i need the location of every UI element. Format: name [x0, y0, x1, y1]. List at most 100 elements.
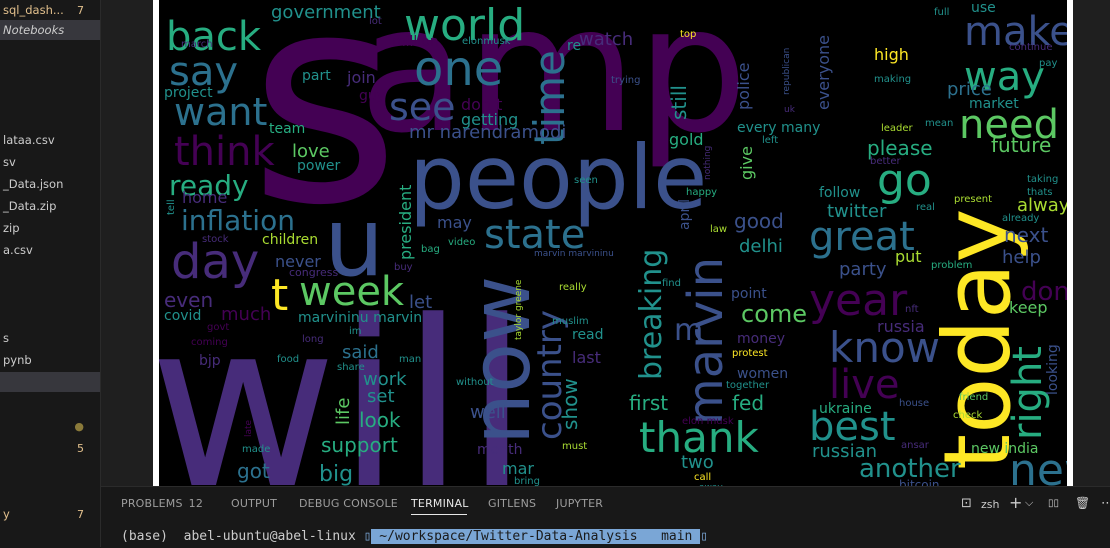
terminal-shell-icon[interactable]: ⊡ [961, 496, 972, 511]
wordcloud-word: look [359, 408, 401, 432]
sidebar-item-label: sv [3, 155, 16, 169]
wordcloud-word: one [414, 41, 503, 97]
wordcloud-word: first [629, 391, 668, 415]
sidebar-item[interactable] [0, 372, 100, 392]
wordcloud-word: never [275, 252, 321, 271]
panel-tab-output[interactable]: OUTPUT [231, 497, 277, 510]
wordcloud-word: year [809, 275, 908, 326]
wordcloud-word: elonmusk [462, 36, 511, 47]
wordcloud-word: want [174, 90, 267, 134]
more-actions-icon[interactable]: ⋯ [1101, 496, 1110, 511]
wordcloud-word: month [477, 442, 522, 458]
wordcloud-word: today [924, 208, 1031, 470]
panel-tab-label: OUTPUT [231, 497, 278, 510]
terminal-line[interactable]: (base) abel-ubuntu@abel-linux ▯ ~/worksp… [121, 529, 708, 544]
sidebar-item[interactable]: a.csv [0, 240, 100, 260]
sidebar-item[interactable]: lataa.csv [0, 130, 100, 150]
wordcloud-word: bitcoin [899, 478, 940, 486]
wordcloud-word: always [1017, 195, 1067, 216]
wordcloud-word: price [947, 79, 992, 100]
wordcloud-word: project [164, 85, 213, 101]
wordcloud-word: top [680, 29, 696, 40]
panel-tab-gitlens[interactable]: GITLENS [488, 497, 536, 510]
wordcloud-word: go [877, 155, 932, 206]
sidebar-item-badge: 7 [77, 3, 84, 17]
wordcloud-word: find [662, 278, 681, 289]
terminal-path: ~/workspace/Twitter-Data-Analysis [371, 529, 646, 544]
wordcloud-word: mean [925, 118, 953, 129]
split-terminal-icon[interactable]: ▯▯ [1048, 498, 1060, 509]
wordcloud-word: two [681, 452, 714, 473]
sidebar-item-label: pynb [3, 353, 32, 367]
panel-tab-debug-console[interactable]: DEBUG CONSOLE [299, 497, 398, 510]
wordcloud-word: taylor greene [514, 279, 524, 340]
wordcloud-word: continue [1009, 42, 1052, 53]
sidebar-item[interactable]: ● [0, 416, 100, 436]
wordcloud-word: don t [461, 95, 502, 114]
wordcloud-word: m [674, 313, 703, 348]
git-branch: main [661, 529, 693, 544]
sidebar-item[interactable]: Notebooks [0, 20, 100, 40]
explorer-sidebar: sql_dash... 7 Notebooks lataa.csv sv _Data.js… [0, 0, 101, 547]
wordcloud-word: money [737, 331, 785, 347]
wordcloud-word: keep [1009, 298, 1048, 317]
wordcloud-word: making [874, 74, 911, 85]
wordcloud-word: trying [611, 75, 640, 86]
wordcloud-word: time [525, 50, 574, 145]
trash-icon[interactable]: 🗑 [1075, 496, 1091, 510]
wordcloud-word: april [677, 199, 693, 230]
wordcloud-word: world [404, 0, 525, 51]
wordcloud-word: pay [1039, 58, 1057, 69]
sidebar-item[interactable]: pynb [0, 350, 100, 370]
terminal-user: abel-ubuntu@abel-linux [183, 529, 356, 544]
wordcloud-word: new india [971, 441, 1039, 457]
sidebar-item[interactable]: zip [0, 218, 100, 238]
add-terminal-icon[interactable]: + [1009, 493, 1023, 512]
wordcloud-word: gold [669, 130, 704, 149]
wordcloud-word: may [437, 213, 472, 232]
wordcloud-word: women [737, 366, 788, 382]
wordcloud-word: please [867, 136, 933, 160]
shell-label[interactable]: zsh [981, 498, 1000, 511]
sidebar-item[interactable]: sv [0, 152, 100, 172]
panel-tab-jupyter[interactable]: JUPYTER [556, 497, 603, 510]
wordcloud-word: guy [359, 88, 385, 104]
sidebar-item[interactable]: 5 [0, 438, 100, 458]
chevron-down-icon[interactable]: ⌵ [1025, 496, 1034, 509]
wordcloud-word: republican [782, 48, 792, 95]
wordcloud-word: marvin marvininu [534, 249, 614, 259]
wordcloud-word: know [829, 323, 940, 372]
panel-tab-label: DEBUG CONSOLE [299, 497, 398, 510]
wordcloud-word: country [530, 310, 570, 440]
sidebar-item[interactable]: _Data.zip [0, 196, 100, 216]
wordcloud-word: present [954, 194, 992, 205]
wordcloud-word: call [694, 472, 711, 483]
wordcloud-word: part [302, 68, 331, 84]
wordcloud-word: problem [931, 260, 972, 271]
wordcloud-word: back [166, 14, 262, 60]
prompt-segment-icon: ▯ [363, 529, 372, 544]
panel-tab-problems[interactable]: PROBLEMS 12 [121, 497, 203, 510]
sidebar-item[interactable]: s [0, 328, 100, 348]
sidebar-item[interactable]: sql_dash... 7 [0, 0, 100, 20]
wordcloud-word: late [244, 419, 254, 437]
wordcloud-word: everyone [814, 35, 833, 110]
panel-tab-terminal[interactable]: TERMINAL [411, 497, 469, 510]
sidebar-item[interactable]: _Data.json [0, 174, 100, 194]
wordcloud-word: elon musk [682, 416, 734, 427]
wordcloud-word: buy [394, 262, 413, 273]
sidebar-item-label: _Data.zip [3, 199, 57, 213]
wordcloud-word: im [349, 326, 362, 337]
wordcloud-word: nft [905, 304, 919, 315]
wordcloud-word: looking [1045, 344, 1061, 395]
wordcloud-word: say [169, 49, 238, 95]
wordcloud-word: join [346, 68, 376, 87]
wordcloud-word: inflation [181, 204, 295, 237]
wordcloud-word: away [699, 483, 723, 486]
panel-tab-label: TERMINAL [411, 497, 469, 510]
wordcloud-word: use [971, 0, 996, 16]
wordcloud-word: left [762, 135, 778, 146]
wordcloud-word: live [829, 362, 900, 408]
wordcloud-word: stock [202, 234, 229, 245]
